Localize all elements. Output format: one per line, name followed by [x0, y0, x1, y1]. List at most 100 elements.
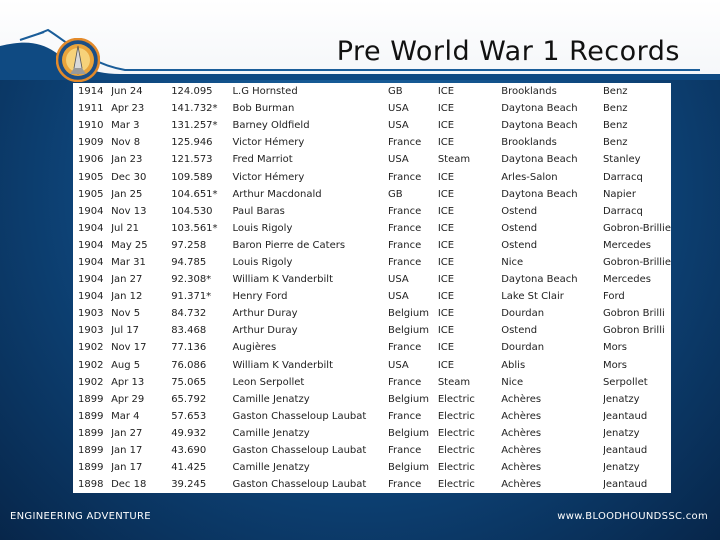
cell-car: Benz: [602, 86, 628, 98]
cell-location: Ostend: [501, 205, 538, 217]
cell-location: Daytona Beach: [501, 103, 578, 115]
cell-country: France: [388, 222, 422, 234]
cell-car: Mercedes: [602, 274, 651, 286]
cell-driver: Paul Baras: [232, 205, 285, 217]
footer-website-link[interactable]: www.BLOODHOUNDSSC.com: [557, 511, 708, 522]
cell-location: Daytona Beach: [501, 120, 578, 132]
cell-driver: Baron Pierre de Caters: [232, 239, 346, 251]
cell-driver: Camille Jenatzy: [232, 427, 310, 439]
table-row: 1904 Nov 13 104.530 Paul Baras France ICE Oste…: [73, 203, 671, 220]
cell-date: Dec 30: [111, 171, 147, 183]
table-row: 1905 Jan 25 104.651* Arthur Macdonald GB ICE D…: [73, 186, 671, 203]
cell-location: Daytona Beach: [501, 154, 578, 166]
cell-location: Ostend: [501, 325, 538, 337]
cell-country: USA: [388, 103, 409, 115]
cell-date: Jan 25: [111, 188, 143, 200]
cell-year: 1904: [78, 274, 104, 286]
cell-driver: L.G Hornsted: [232, 86, 298, 98]
cell-date: Mar 31: [111, 256, 146, 268]
cell-driver: Leon Serpollet: [232, 376, 305, 388]
cell-speed: 104.530: [171, 205, 213, 217]
table-row: 1899 Mar 4 57.653 Gaston Chasseloup Laubat F…: [73, 408, 671, 425]
cell-speed: 92.308*: [171, 274, 212, 286]
cell-power: Electric: [437, 393, 475, 405]
cell-date: Jan 27: [111, 274, 143, 286]
cell-speed: 141.732*: [171, 103, 218, 115]
cell-speed: 121.573: [171, 154, 213, 166]
cell-country: France: [388, 479, 422, 491]
cell-date: Jan 27: [111, 427, 143, 439]
cell-location: Ostend: [501, 239, 538, 251]
cell-year: 1899: [78, 410, 104, 422]
cell-location: Dourdan: [501, 308, 545, 320]
cell-power: ICE: [437, 291, 455, 303]
cell-speed: 76.086: [171, 359, 207, 371]
cell-year: 1899: [78, 427, 104, 439]
cell-car: Benz: [602, 103, 628, 115]
cell-year: 1909: [78, 137, 104, 149]
cell-country: GB: [388, 188, 403, 200]
cell-year: 1906: [78, 154, 104, 166]
cell-power: ICE: [437, 325, 455, 337]
cell-car: Jeantaud: [602, 479, 648, 491]
table-row: 1899 Apr 29 65.792 Camille Jenatzy Belgium El…: [73, 391, 671, 408]
cell-year: 1904: [78, 222, 104, 234]
table-row: 1909 Nov 8 125.946 Victor Hémery France ICE Br…: [73, 134, 671, 151]
table-row: 1899 Jan 17 43.690 Gaston Chasseloup Laubat…: [73, 442, 671, 459]
cell-car: Stanley: [602, 154, 641, 166]
cell-driver: Camille Jenatzy: [232, 393, 310, 405]
cell-location: Brooklands: [501, 86, 557, 98]
cell-car: Gobron Brilli: [602, 308, 665, 320]
cell-speed: 39.245: [171, 479, 207, 491]
cell-year: 1911: [78, 103, 104, 115]
cell-date: Nov 5: [111, 308, 141, 320]
cell-year: 1904: [78, 205, 104, 217]
cell-location: Nice: [501, 256, 524, 268]
table-row: 1911 Apr 23 141.732* Bob Burman USA ICE Dayton…: [73, 100, 671, 117]
cell-speed: 57.653: [171, 410, 207, 422]
cell-year: 1902: [78, 376, 104, 388]
cell-power: ICE: [437, 171, 455, 183]
table-row: 1904 Jan 12 91.371* Henry Ford USA ICE Lake St…: [73, 288, 671, 305]
footer-left-text: ENGINEERING ADVENTURE: [10, 511, 151, 522]
cell-country: Belgium: [388, 393, 430, 405]
cell-car: Ford: [602, 291, 625, 303]
cell-speed: 109.589: [171, 171, 213, 183]
cell-car: Mors: [602, 342, 628, 354]
cell-driver: Gaston Chasseloup Laubat: [232, 410, 367, 422]
cell-car: Jenatzy: [602, 462, 640, 474]
cell-country: France: [388, 171, 422, 183]
cell-location: Arles-Salon: [501, 171, 558, 183]
cell-country: USA: [388, 120, 409, 132]
cell-country: Belgium: [388, 325, 430, 337]
cell-location: Achères: [501, 445, 542, 457]
cell-power: ICE: [437, 256, 455, 268]
cell-driver: Louis Rigoly: [232, 222, 293, 234]
cell-power: ICE: [437, 239, 455, 251]
cell-speed: 77.136: [171, 342, 207, 354]
cell-driver: Henry Ford: [232, 291, 288, 303]
table-row: 1905 Dec 30 109.589 Victor Hémery France ICE A…: [73, 168, 671, 185]
cell-country: Belgium: [388, 308, 430, 320]
table-row: 1904 Mar 31 94.785 Louis Rigoly France ICE Nic…: [73, 254, 671, 271]
cell-car: Gobron-Brillie: [602, 222, 671, 234]
cell-date: Jun 24: [111, 86, 143, 98]
cell-speed: 125.946: [171, 137, 213, 149]
cell-speed: 83.468: [171, 325, 207, 337]
cell-date: May 25: [111, 239, 148, 251]
table-row: 1903 Jul 17 83.468 Arthur Duray Belgium ICE Os…: [73, 322, 671, 339]
cell-year: 1905: [78, 188, 104, 200]
cell-country: Belgium: [388, 427, 430, 439]
cell-power: ICE: [437, 205, 455, 217]
records-table-container: 1914 Jun 24 124.095 L.G Hornsted GB ICE Brookl…: [73, 83, 671, 493]
cell-location: Daytona Beach: [501, 274, 578, 286]
table-row: 1903 Nov 5 84.732 Arthur Duray Belgium ICE Dou…: [73, 305, 671, 322]
cell-country: USA: [388, 274, 409, 286]
cell-driver: Gaston Chasseloup Laubat: [232, 445, 367, 457]
page-title: Pre World War 1 Records: [336, 36, 680, 67]
cell-location: Achères: [501, 479, 542, 491]
cell-date: Jan 23: [111, 154, 143, 166]
cell-power: Electric: [437, 410, 475, 422]
table-row: 1906 Jan 23 121.573 Fred Marriot USA Steam Day…: [73, 151, 671, 168]
table-row: 1902 Apr 13 75.065 Leon Serpollet France Stea…: [73, 374, 671, 391]
